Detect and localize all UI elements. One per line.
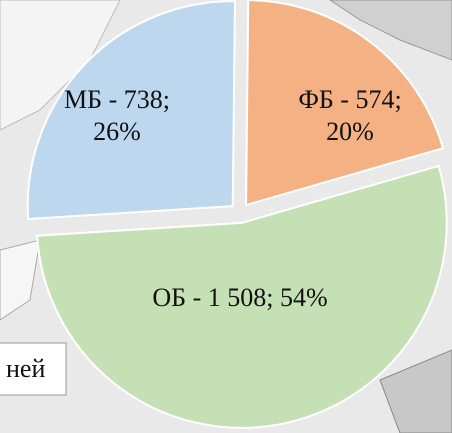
slice-label: 26% (93, 117, 141, 146)
slice-label: ОБ - 1 508; 54% (152, 283, 327, 312)
slice-label: 20% (326, 117, 374, 146)
map-region (0, 239, 41, 321)
pie-slice (245, 0, 445, 207)
map-region (379, 349, 452, 433)
map-region (0, 0, 121, 131)
note-box (0, 342, 67, 396)
map-region (329, 0, 452, 61)
note-text: ней (6, 354, 45, 383)
slice-label: МБ - 738; (64, 85, 170, 114)
pie-slice (36, 164, 448, 429)
pie-slice (26, 0, 236, 221)
slice-label: ФБ - 574; (298, 85, 401, 114)
